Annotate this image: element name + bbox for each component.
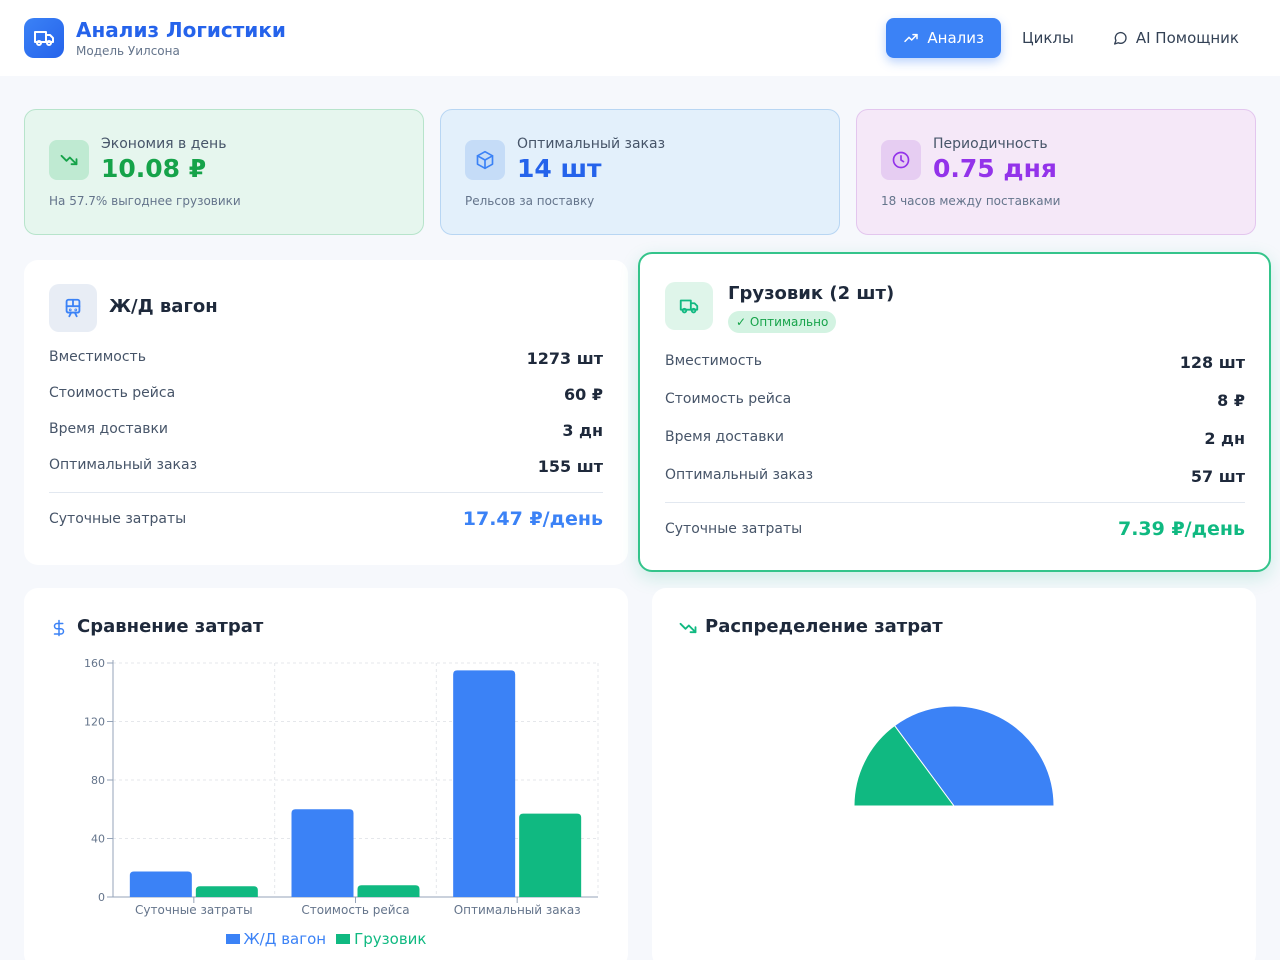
truck-title: Грузовик (2 шт) (728, 283, 895, 304)
nav-cycles-button[interactable]: Циклы (1005, 18, 1091, 58)
rail-row-value: 1273 шт (526, 349, 603, 368)
rail-row-label: Время доставки (49, 421, 169, 437)
cost-comparison-card: Сравнение затрат 0 40 80 120 160 Суточные зат… (24, 588, 628, 960)
x-tick-label: Суточные затраты (135, 903, 253, 917)
legend-swatch-truck (336, 934, 351, 944)
truck-divider (665, 502, 1245, 503)
truck-row-capacity: Вместимость 128 шт (665, 353, 1245, 372)
truck-row-trip-cost: Стоимость рейса 8 ₽ (665, 391, 1245, 410)
rail-card: Ж/Д вагон Вместимость 1273 шт Стоимость р… (24, 260, 628, 565)
legend-truck[interactable]: Грузовик (336, 930, 426, 948)
truck-card: Грузовик (2 шт) ✓ Оптимально Вместимость… (638, 252, 1271, 572)
app-header: Анализ Логистики Модель Уилсона Анализ Ц… (0, 0, 1280, 76)
truck-row-optimal-order: Оптимальный заказ 57 шт (665, 467, 1245, 486)
truck-row-value: 128 шт (1179, 353, 1245, 372)
truck-row-label: Стоимость рейса (665, 391, 792, 407)
truck-row-label: Время доставки (665, 429, 785, 445)
pie-slice-rail[interactable] (893, 705, 1055, 807)
truck-row-value: 57 шт (1190, 467, 1245, 486)
stat-period-value: 0.75 дня (933, 154, 1057, 183)
stat-period-label: Периодичность (933, 136, 1048, 152)
bar-truck[interactable] (519, 813, 582, 897)
nav-analysis-button[interactable]: Анализ (886, 18, 1001, 58)
x-tick-label: Стоимость рейса (301, 903, 409, 917)
truck-row-delivery-time: Время доставки 2 дн (665, 429, 1245, 448)
clock-icon (881, 140, 921, 180)
nav-cycles-label: Циклы (1021, 29, 1074, 47)
app-subtitle: Модель Уилсона (76, 44, 180, 58)
rail-title: Ж/Д вагон (109, 296, 218, 317)
rail-row-total: Суточные затраты 17.47 ₽/день (49, 508, 603, 530)
stat-order-value: 14 шт (517, 154, 602, 183)
rail-row-capacity: Вместимость 1273 шт (49, 349, 603, 368)
bar-rail[interactable] (129, 871, 192, 897)
stat-order-label: Оптимальный заказ (517, 136, 666, 152)
rail-row-label: Оптимальный заказ (49, 457, 198, 473)
rail-divider (49, 492, 603, 493)
truck-row-value: 8 ₽ (1217, 391, 1245, 410)
rail-total-value: 17.47 ₽/день (462, 508, 603, 530)
pie-chart (853, 705, 1055, 807)
cost-comparison-title: Сравнение затрат (77, 616, 264, 637)
bar-rail[interactable] (453, 670, 516, 897)
trending-down-icon (678, 618, 698, 642)
rail-row-value: 60 ₽ (564, 385, 603, 404)
stat-savings-value: 10.08 ₽ (101, 154, 207, 183)
cost-distribution-title: Распределение затрат (705, 616, 943, 637)
stat-period-note: 18 часов между поставками (881, 194, 1061, 208)
y-tick-label: 160 (84, 657, 105, 670)
y-tick-label: 0 (98, 891, 105, 904)
legend-rail[interactable]: Ж/Д вагон (225, 930, 327, 948)
rail-row-value: 3 дн (562, 421, 603, 440)
rail-row-label: Стоимость рейса (49, 385, 176, 401)
legend-swatch-rail (225, 934, 240, 944)
nav-ai-assistant-label: AI Помощник (1135, 29, 1239, 47)
truck-row-total: Суточные затраты 7.39 ₽/день (665, 518, 1245, 540)
stat-savings-label: Экономия в день (101, 136, 227, 152)
pie-slice-truck[interactable] (853, 724, 955, 807)
bar-truck[interactable] (195, 886, 258, 897)
stat-savings-note: На 57.7% выгоднее грузовики (49, 194, 241, 208)
truck-total-value: 7.39 ₽/день (1117, 518, 1245, 540)
cost-distribution-card: Распределение затрат (652, 588, 1256, 960)
truck-row-value: 2 дн (1204, 429, 1245, 448)
rail-row-optimal-order: Оптимальный заказ 155 шт (49, 457, 603, 476)
main-nav: Анализ Циклы AI Помощник (886, 18, 1256, 58)
stat-order-note: Рельсов за поставку (465, 194, 595, 208)
bar-rail[interactable] (291, 809, 354, 897)
truck-row-label: Вместимость (665, 353, 762, 369)
train-icon (49, 284, 97, 332)
truck-row-label: Оптимальный заказ (665, 467, 814, 483)
chat-icon (1113, 31, 1127, 45)
y-tick-label: 80 (91, 774, 105, 787)
y-tick-label: 120 (84, 716, 105, 729)
x-tick-label: Оптимальный заказ (454, 903, 581, 917)
rail-row-delivery-time: Время доставки 3 дн (49, 421, 603, 440)
bar-chart: 0 40 80 120 160 Суточные затраты Стоимость рей… (84, 657, 599, 917)
legend-label-rail: Ж/Д вагон (243, 930, 327, 948)
nav-ai-assistant-button[interactable]: AI Помощник (1095, 18, 1256, 58)
app-title: Анализ Логистики (76, 18, 286, 42)
nav-analysis-label: Анализ (927, 29, 984, 47)
legend-label-truck: Грузовик (354, 930, 427, 948)
y-tick-label: 40 (91, 833, 105, 846)
rail-row-value: 155 шт (537, 457, 603, 476)
trending-down-icon (49, 140, 89, 180)
truck-total-label: Суточные затраты (665, 521, 803, 537)
rail-total-label: Суточные затраты (49, 511, 187, 527)
trending-up-icon (904, 33, 919, 43)
truck-icon (665, 282, 713, 330)
dollar-icon (50, 618, 68, 642)
rail-row-label: Вместимость (49, 349, 146, 365)
stat-savings-card: Экономия в день 10.08 ₽ На 57.7% выгодне… (24, 109, 424, 235)
stat-order-card: Оптимальный заказ 14 шт Рельсов за поста… (440, 109, 840, 235)
brand: Анализ Логистики Модель Уилсона (76, 18, 286, 58)
package-icon (465, 140, 505, 180)
bar-legend: Ж/Д вагон Грузовик (24, 930, 628, 948)
stat-period-card: Периодичность 0.75 дня 18 часов между по… (856, 109, 1256, 235)
rail-row-trip-cost: Стоимость рейса 60 ₽ (49, 385, 603, 404)
truck-logo-icon (24, 18, 64, 58)
optimal-badge: ✓ Оптимально (728, 311, 837, 333)
bar-truck[interactable] (357, 885, 420, 897)
